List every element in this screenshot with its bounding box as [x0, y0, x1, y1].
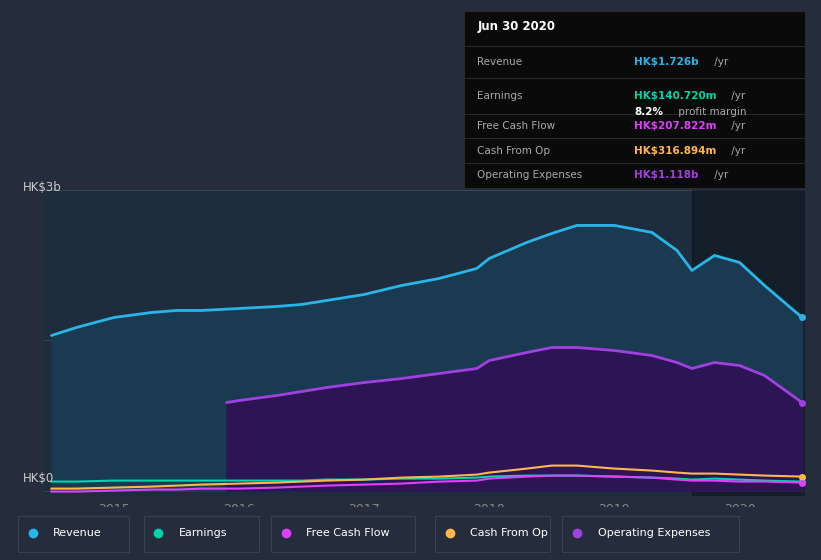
Text: Earnings: Earnings: [179, 529, 227, 538]
Text: HK$0: HK$0: [23, 472, 54, 486]
Text: Revenue: Revenue: [478, 57, 523, 67]
Text: HK$1.118b: HK$1.118b: [635, 170, 699, 180]
Bar: [692, 190, 805, 496]
Text: HK$1.726b: HK$1.726b: [635, 57, 699, 67]
Text: /yr: /yr: [728, 146, 745, 156]
Text: Free Cash Flow: Free Cash Flow: [478, 121, 556, 131]
Text: /yr: /yr: [728, 121, 745, 131]
Text: Cash From Op: Cash From Op: [478, 146, 551, 156]
Text: /yr: /yr: [711, 57, 728, 67]
Text: Jun 30 2020: Jun 30 2020: [478, 20, 556, 33]
Text: HK$207.822m: HK$207.822m: [635, 121, 717, 131]
Text: Free Cash Flow: Free Cash Flow: [306, 529, 390, 538]
Text: Operating Expenses: Operating Expenses: [478, 170, 583, 180]
Text: HK$316.894m: HK$316.894m: [635, 146, 717, 156]
Text: 8.2%: 8.2%: [635, 107, 663, 116]
Text: HK$140.720m: HK$140.720m: [635, 91, 717, 101]
Text: Cash From Op: Cash From Op: [470, 529, 548, 538]
Text: Earnings: Earnings: [478, 91, 523, 101]
Text: /yr: /yr: [711, 170, 728, 180]
Text: /yr: /yr: [728, 91, 745, 101]
Text: Revenue: Revenue: [53, 529, 102, 538]
Text: Operating Expenses: Operating Expenses: [598, 529, 710, 538]
Text: profit margin: profit margin: [675, 107, 746, 116]
Text: HK$3b: HK$3b: [23, 181, 62, 194]
